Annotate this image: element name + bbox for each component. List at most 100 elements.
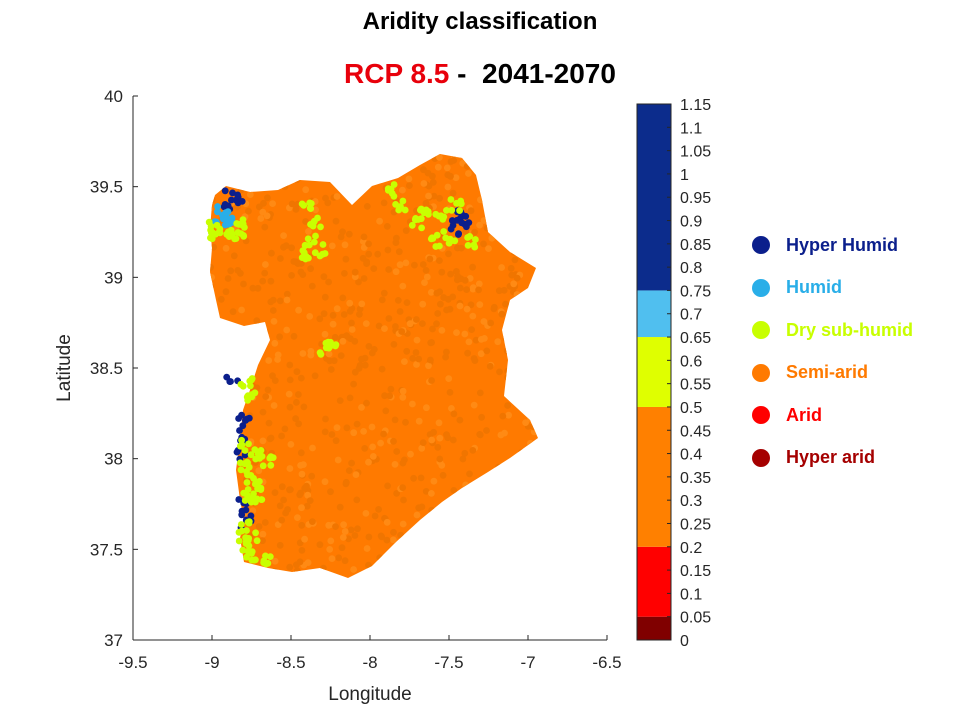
station-dot <box>264 160 271 168</box>
data-point-dry-sub-humid <box>259 462 267 470</box>
colorbar-tick-label: 0.35 <box>680 470 711 487</box>
station-dot <box>480 318 488 325</box>
station-dot <box>534 499 538 507</box>
station-dot <box>439 471 447 479</box>
station-dot <box>288 244 295 252</box>
station-dot <box>442 577 449 578</box>
colorbar-band <box>637 337 671 407</box>
station-dot <box>384 246 392 254</box>
station-dot <box>415 417 423 425</box>
station-dot <box>276 333 283 341</box>
station-dot <box>417 474 425 482</box>
station-dot <box>503 231 511 239</box>
station-dot <box>526 564 534 571</box>
station-dot <box>376 217 383 225</box>
station-dot <box>492 546 500 554</box>
station-dot <box>278 483 286 491</box>
colorbar-tick-label: 0.3 <box>680 493 702 510</box>
station-dot <box>238 306 246 314</box>
station-dot <box>412 568 420 576</box>
station-dot <box>505 411 512 419</box>
station-dot <box>403 347 411 355</box>
station-dot <box>339 534 347 541</box>
station-dot <box>229 308 237 316</box>
station-dot <box>363 260 370 267</box>
station-dot <box>332 523 339 530</box>
station-dot <box>229 369 237 377</box>
station-dot <box>436 194 443 202</box>
station-dot <box>420 166 427 174</box>
station-dot <box>535 361 538 368</box>
station-dot <box>433 515 441 523</box>
station-dot <box>366 163 374 171</box>
station-dot <box>493 513 501 521</box>
station-dot <box>218 575 225 578</box>
station-dot <box>210 274 216 281</box>
station-dot <box>456 416 464 424</box>
station-dot <box>398 154 406 159</box>
station-dot <box>530 423 538 431</box>
station-dot <box>249 284 257 292</box>
station-dot <box>527 414 534 422</box>
station-dot <box>350 429 358 437</box>
data-point-hyper-humid <box>247 512 255 520</box>
station-dot <box>421 546 429 553</box>
colorbar-tick-label: 0.05 <box>680 610 711 627</box>
x-tick-label: -7.5 <box>434 653 463 672</box>
station-dot <box>382 567 389 574</box>
station-dot <box>216 472 224 480</box>
station-dot <box>467 207 475 215</box>
station-dot <box>396 308 404 315</box>
station-dot <box>383 518 391 526</box>
station-dot <box>422 199 430 207</box>
station-dot <box>469 447 477 454</box>
data-point-dry-sub-humid <box>424 208 432 215</box>
station-dot <box>422 267 430 274</box>
station-dot <box>476 576 484 578</box>
station-dot <box>435 419 443 427</box>
station-dot <box>364 154 372 155</box>
station-dot <box>313 154 321 158</box>
colorbar-tick-label: 1 <box>680 167 689 184</box>
station-dot <box>340 521 347 529</box>
station-dot <box>411 261 418 269</box>
data-point-dry-sub-humid <box>440 228 448 235</box>
colorbar-tick-label: 0.9 <box>680 214 702 231</box>
station-dot <box>411 154 418 157</box>
station-dot <box>303 502 311 510</box>
station-dot <box>269 296 277 304</box>
station-dot <box>411 564 418 572</box>
station-dot <box>353 420 361 428</box>
station-dot <box>224 466 232 474</box>
station-dot <box>468 492 475 500</box>
station-dot <box>370 265 378 272</box>
station-dot <box>297 462 304 469</box>
station-dot <box>210 402 213 410</box>
colorbar-tick-label: 1.1 <box>680 120 702 137</box>
data-point-hyper-humid <box>462 212 470 220</box>
station-dot <box>532 300 538 308</box>
station-dot <box>353 496 361 504</box>
station-dot <box>325 350 333 358</box>
data-point-dry-sub-humid <box>243 468 250 475</box>
station-dot <box>210 192 214 199</box>
station-dot <box>214 484 222 492</box>
station-dot <box>390 536 397 544</box>
station-dot <box>238 162 246 170</box>
station-dot <box>412 573 420 578</box>
station-dot <box>450 561 458 568</box>
station-dot <box>202 353 209 360</box>
station-dot <box>303 482 310 490</box>
station-dot <box>419 439 427 446</box>
station-dot <box>309 518 316 525</box>
station-dot <box>415 355 423 363</box>
station-dot <box>443 164 451 172</box>
station-dot <box>336 503 344 511</box>
station-dot <box>511 337 519 345</box>
station-dot <box>363 399 370 407</box>
data-point-dry-sub-humid <box>258 453 266 460</box>
station-dot <box>237 154 245 155</box>
data-point-dry-sub-humid <box>464 234 471 241</box>
station-dot <box>526 507 534 515</box>
station-dot <box>427 289 435 296</box>
